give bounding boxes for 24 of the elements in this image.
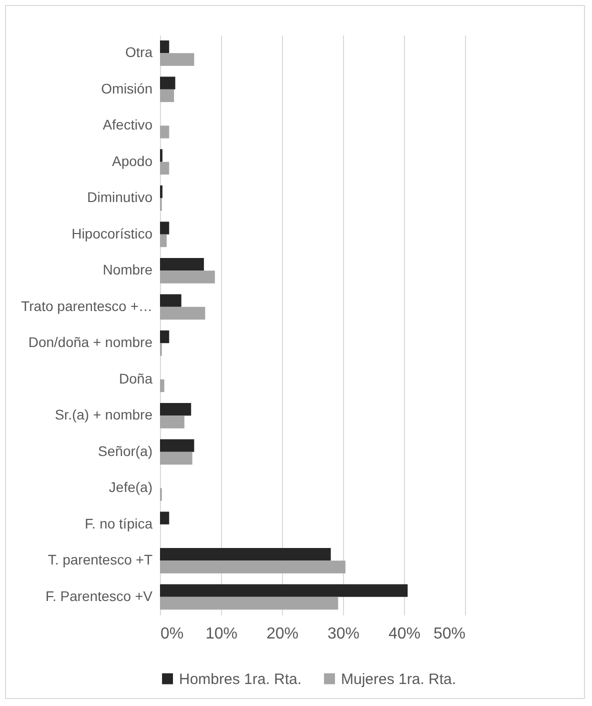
y-tick-label: Señor(a)	[98, 442, 152, 459]
x-tick-label: 0%	[160, 626, 184, 642]
y-tick-label: Jefe(a)	[108, 479, 152, 496]
y-tick-label: Omisión	[101, 80, 152, 96]
x-tick-label: 30%	[327, 626, 360, 642]
y-tick-label: F. Parentesco +V	[45, 588, 154, 604]
y-tick-label: F. no típica	[84, 515, 153, 532]
y-tick-label: Hipocorístico	[72, 225, 153, 242]
legend-label: Hombres 1ra. Rta.	[179, 670, 302, 688]
y-tick-label: Otra	[125, 44, 153, 60]
y-tick-label: Diminutivo	[87, 189, 153, 206]
y-tick-label: Don/doña + nombre	[28, 334, 153, 350]
y-tick-label: Trato parentesco +…	[21, 298, 152, 314]
y-tick-label: Afectivo	[102, 116, 153, 133]
y-tick-label: T. parentesco +T	[48, 552, 153, 568]
y-tick-label: Sr.(a) + nombre	[54, 406, 153, 423]
y-tick-label: Apodo	[112, 152, 153, 169]
x-tick-label: 50%	[433, 626, 466, 642]
y-tick-label: Doña	[119, 370, 153, 386]
y-tick-label: Nombre	[102, 262, 153, 278]
legend-label: Mujeres 1ra. Rta.	[341, 670, 456, 688]
x-tick-label: 10%	[205, 626, 238, 642]
x-tick-label: 40%	[388, 626, 421, 642]
x-tick-label: 20%	[266, 626, 299, 642]
